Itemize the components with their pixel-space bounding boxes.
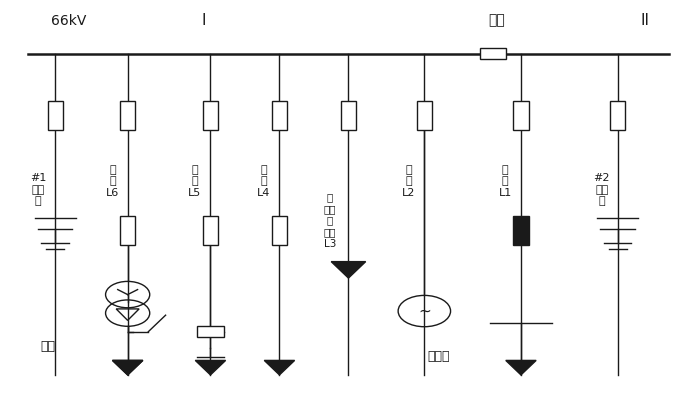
Bar	[48, 101, 63, 130]
Bar	[341, 101, 356, 130]
Text: 母联: 母联	[489, 14, 505, 28]
Text: 线
路
L6: 线 路 L6	[106, 165, 119, 198]
Bar	[480, 48, 506, 59]
Polygon shape	[264, 360, 295, 375]
Text: #1
电容
器: #1 电容 器	[30, 173, 46, 206]
Text: 线
路
L2: 线 路 L2	[402, 165, 415, 198]
Polygon shape	[195, 360, 226, 375]
Polygon shape	[331, 262, 366, 278]
Polygon shape	[112, 360, 143, 375]
Bar	[272, 101, 287, 130]
Polygon shape	[506, 360, 536, 375]
Bar	[417, 101, 432, 130]
Text: ~: ~	[418, 304, 431, 318]
Text: 66kV: 66kV	[51, 14, 87, 28]
Text: 线
路
L4: 线 路 L4	[257, 165, 270, 198]
Text: 线
路
L1: 线 路 L1	[498, 165, 512, 198]
Bar	[272, 216, 287, 245]
Text: 带
电作
业
线路
L3: 带 电作 业 线路 L3	[324, 192, 336, 248]
Bar	[610, 101, 625, 130]
Text: #2
电容
器: #2 电容 器	[593, 173, 610, 206]
Bar	[513, 216, 529, 245]
Bar	[120, 101, 135, 130]
Bar	[513, 101, 529, 130]
Bar	[120, 216, 135, 245]
Text: 线
路
L5: 线 路 L5	[188, 165, 201, 198]
Text: 甲变: 甲变	[41, 339, 56, 353]
Bar	[203, 101, 218, 130]
Bar	[203, 216, 218, 245]
Bar	[197, 326, 224, 337]
Text: II: II	[640, 13, 650, 28]
Polygon shape	[112, 360, 143, 375]
Text: 风电场: 风电场	[427, 350, 449, 363]
Text: I: I	[201, 13, 206, 28]
